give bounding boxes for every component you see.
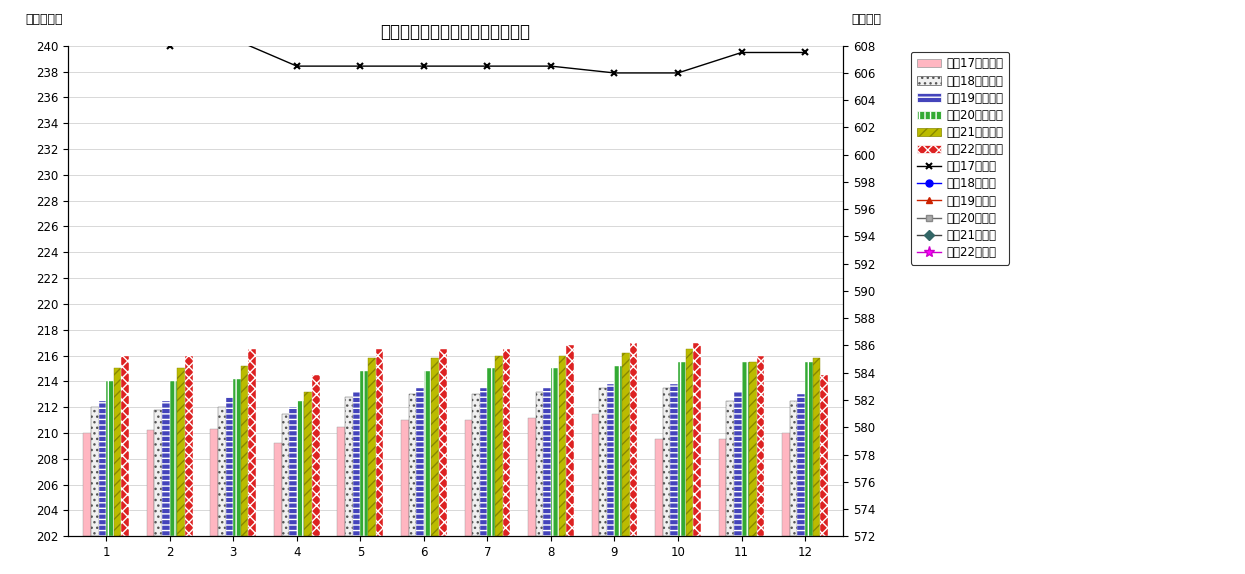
Title: 鳳取県の推計人口・世帯数の推移: 鳳取県の推計人口・世帯数の推移: [381, 24, 530, 41]
Bar: [820, 375, 828, 536]
Bar: [312, 375, 320, 536]
Bar: [240, 366, 249, 536]
Bar: [416, 388, 423, 536]
Bar: [806, 362, 813, 536]
Bar: [369, 358, 376, 536]
Bar: [749, 362, 757, 536]
Bar: [686, 349, 693, 536]
Bar: [352, 391, 360, 536]
Bar: [345, 397, 352, 536]
Bar: [147, 430, 154, 536]
Bar: [177, 369, 186, 536]
Bar: [813, 358, 820, 536]
Bar: [98, 401, 106, 536]
Bar: [503, 349, 510, 536]
Bar: [233, 379, 240, 536]
Bar: [559, 355, 566, 536]
Bar: [296, 401, 305, 536]
Bar: [162, 401, 169, 536]
Bar: [630, 343, 637, 536]
Bar: [733, 391, 742, 536]
Bar: [439, 349, 447, 536]
Bar: [169, 381, 177, 536]
Bar: [360, 371, 369, 536]
Bar: [423, 371, 432, 536]
Bar: [670, 384, 679, 536]
Bar: [376, 349, 383, 536]
Bar: [305, 391, 312, 536]
Bar: [797, 394, 806, 536]
Bar: [606, 384, 615, 536]
Bar: [528, 417, 535, 536]
Bar: [591, 414, 599, 536]
Bar: [210, 429, 218, 536]
Bar: [464, 420, 472, 536]
Bar: [566, 345, 574, 536]
Bar: [401, 420, 408, 536]
Bar: [693, 343, 701, 536]
Bar: [742, 362, 749, 536]
Bar: [337, 426, 345, 536]
Bar: [599, 388, 606, 536]
Bar: [662, 388, 670, 536]
Bar: [679, 362, 686, 536]
Bar: [408, 394, 416, 536]
Legend: 平成17年世帯数, 平成18年世帯数, 平成19年世帯数, 平成20年世帯数, 平成21年世帯数, 平成22年世帯数, 平成17年人口, 平成18年人口, 平成: 平成17年世帯数, 平成18年世帯数, 平成19年世帯数, 平成20年世帯数, …: [911, 52, 1010, 265]
Bar: [289, 407, 296, 536]
Bar: [622, 353, 630, 536]
Bar: [83, 433, 91, 536]
Bar: [472, 394, 479, 536]
Bar: [91, 407, 98, 536]
Bar: [782, 433, 789, 536]
Bar: [218, 407, 225, 536]
Bar: [225, 397, 233, 536]
Bar: [186, 355, 193, 536]
Bar: [487, 369, 496, 536]
Bar: [479, 388, 487, 536]
Bar: [122, 355, 129, 536]
Bar: [274, 443, 281, 536]
Bar: [249, 349, 256, 536]
Bar: [543, 388, 552, 536]
Bar: [281, 414, 289, 536]
Bar: [106, 381, 113, 536]
Text: （千人）: （千人）: [850, 13, 881, 26]
Bar: [789, 401, 797, 536]
Text: （千世帯）: （千世帯）: [25, 13, 63, 26]
Bar: [496, 355, 503, 536]
Bar: [552, 369, 559, 536]
Bar: [535, 391, 543, 536]
Bar: [615, 366, 622, 536]
Bar: [757, 355, 764, 536]
Bar: [432, 358, 439, 536]
Bar: [718, 440, 726, 536]
Bar: [113, 369, 122, 536]
Bar: [655, 440, 662, 536]
Bar: [726, 401, 733, 536]
Bar: [154, 410, 162, 536]
